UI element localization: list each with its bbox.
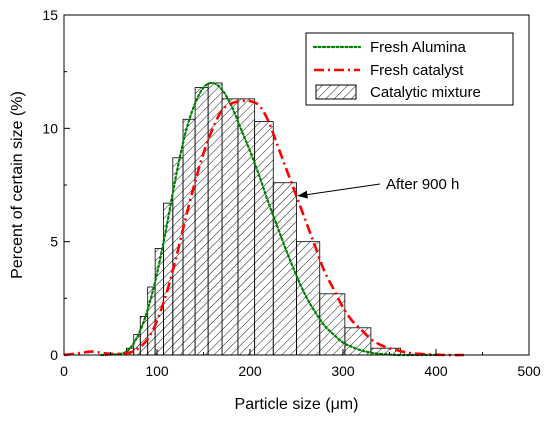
x-tick-label: 200 bbox=[238, 363, 262, 379]
annotation: After 900 h bbox=[297, 176, 459, 199]
histogram-bar bbox=[163, 202, 174, 356]
y-tick-label: 15 bbox=[42, 7, 58, 23]
x-tick-label: 300 bbox=[331, 363, 355, 379]
histogram-bar bbox=[182, 118, 196, 356]
x-axis-ticks: 0 100 200 300 400 500 bbox=[60, 349, 541, 379]
legend-label-catalytic-mixture: Catalytic mixture bbox=[370, 84, 481, 101]
y-tick-label: 0 bbox=[50, 347, 58, 363]
histogram-bar bbox=[344, 327, 372, 356]
x-axis-label: Particle size (μm) bbox=[235, 396, 359, 413]
histogram-bar bbox=[237, 98, 256, 356]
histogram-bar bbox=[221, 98, 239, 356]
series-line-fresh-alumina bbox=[100, 81, 438, 357]
annotation-arrow bbox=[297, 183, 381, 199]
x-tick-label: 0 bbox=[60, 363, 68, 379]
annotation-text: After 900 h bbox=[386, 176, 459, 193]
histogram-bar bbox=[254, 121, 274, 356]
x-tick-label: 100 bbox=[145, 363, 169, 379]
x-tick-label: 400 bbox=[424, 363, 448, 379]
series-line-fresh-catalyst bbox=[63, 99, 464, 357]
y-tick-label: 5 bbox=[50, 234, 58, 250]
y-axis-label: Percent of certain size (%) bbox=[9, 91, 26, 279]
legend-label-fresh-catalyst: Fresh catalyst bbox=[370, 62, 464, 79]
curve-series bbox=[63, 81, 464, 357]
legend-label-fresh-alumina: Fresh Alumina bbox=[370, 39, 467, 56]
legend-swatch-catalytic-mixture bbox=[315, 84, 357, 100]
x-tick-label: 500 bbox=[517, 363, 541, 379]
histogram-bar bbox=[194, 87, 209, 356]
y-axis-ticks: 0 5 10 15 bbox=[42, 7, 70, 363]
y-tick-label: 10 bbox=[42, 120, 58, 136]
histogram-bar bbox=[154, 248, 164, 356]
histogram-bar bbox=[133, 334, 141, 356]
histogram-bar bbox=[296, 241, 321, 356]
legend: Fresh Alumina Fresh catalyst Catalytic m… bbox=[305, 32, 514, 106]
